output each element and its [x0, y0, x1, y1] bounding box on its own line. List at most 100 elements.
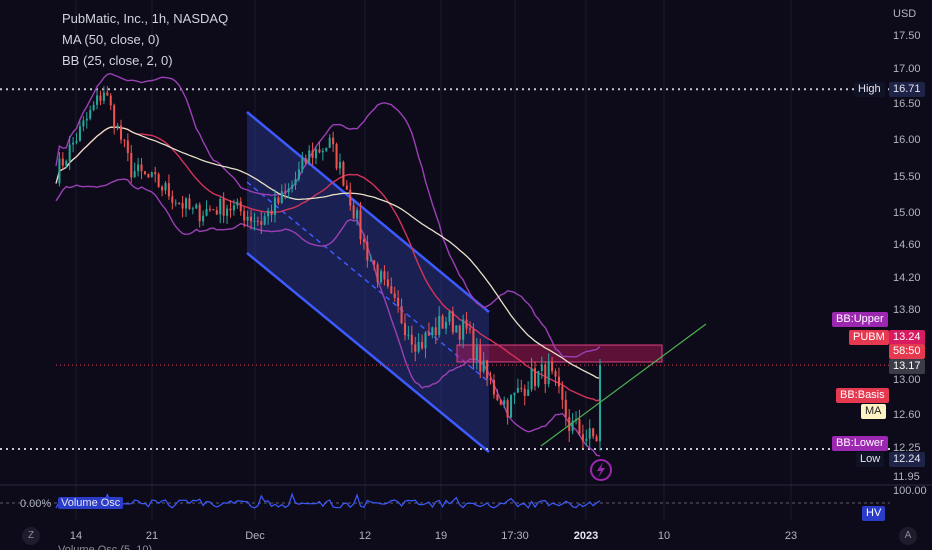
candle-body [332, 137, 335, 145]
candle-body [486, 360, 489, 379]
candle-body [595, 436, 598, 442]
candle-body [506, 400, 509, 418]
candle-body [380, 271, 383, 283]
candle-body [458, 325, 461, 340]
legend-title: PubMatic, Inc., 1h, NASDAQ [62, 11, 229, 26]
zoom-icon[interactable]: Z [22, 527, 40, 545]
candle-body [527, 389, 530, 396]
ma-line [55, 126, 601, 379]
candle-body [540, 364, 543, 372]
candle-body [588, 428, 591, 439]
candle-body [369, 260, 372, 262]
y-tick-label: 17.00 [893, 63, 921, 75]
candle-body [294, 179, 297, 186]
candle-body [403, 323, 407, 336]
candle-body [578, 419, 581, 435]
candle-body [174, 202, 177, 204]
candle-body [533, 368, 537, 387]
candle-body [386, 279, 389, 287]
candle-body [503, 400, 506, 405]
candle-body [61, 158, 64, 166]
y-tick-label: 15.00 [893, 207, 921, 219]
ma-label: MA [861, 404, 886, 419]
legend-ma[interactable]: MA (50, close, 0) [62, 32, 160, 47]
candle-body [414, 344, 417, 352]
x-tick-label: Dec [245, 530, 265, 542]
candle-body [222, 198, 225, 216]
candle-body [311, 150, 314, 159]
candle-body [342, 162, 345, 186]
candle-body [167, 183, 170, 197]
candle-body [373, 260, 376, 265]
candle-body [554, 371, 557, 377]
candle-body [328, 137, 331, 148]
bb-upper-line [55, 72, 601, 358]
y-tick-label: 12.25 [893, 442, 921, 454]
y-tick-label: 12.60 [893, 409, 921, 421]
candle-body [510, 395, 513, 418]
candle-body [102, 92, 105, 101]
candle-body [280, 191, 283, 204]
candle-body [229, 208, 232, 211]
candle-body [513, 392, 516, 396]
candle-body [424, 332, 427, 349]
candle-body [157, 174, 160, 187]
candle-body [530, 368, 533, 390]
candle-body [581, 434, 584, 441]
x-tick-label: 10 [657, 530, 671, 542]
oscillator-name-params: Volume Osc (5, 10) [58, 544, 153, 550]
oscillator-name[interactable]: Volume Osc [58, 497, 124, 509]
candle-body [544, 364, 547, 385]
candle-body [383, 271, 386, 280]
candle-body [356, 210, 359, 219]
candle-body [496, 394, 499, 400]
candle-body [85, 118, 88, 121]
lightning-icon [590, 459, 612, 481]
y-tick-label: 14.60 [893, 239, 921, 251]
y-axis-currency: USD [893, 8, 917, 20]
x-tick-label: 2023 [573, 530, 599, 542]
candle-body [154, 172, 157, 175]
candle-body [92, 104, 95, 110]
candle-body [263, 216, 266, 225]
x-tick-label: 19 [434, 530, 448, 542]
high-label: High [854, 82, 885, 97]
candle-body [445, 321, 448, 329]
candle-body [400, 306, 403, 324]
candle-body [106, 92, 109, 96]
candle-body [366, 242, 369, 261]
candle-body [516, 387, 519, 393]
candle-body [561, 386, 564, 400]
candle-body [475, 346, 478, 360]
candle-body [99, 95, 102, 101]
candle-body [393, 293, 396, 298]
candle-body [455, 325, 458, 333]
candle-body [277, 197, 280, 204]
candle-body [304, 158, 307, 164]
hv-badge: HV [862, 506, 886, 521]
bb-lower-line [55, 178, 601, 457]
low-label: Low [856, 452, 885, 467]
candle-body [246, 216, 249, 221]
candle-body [520, 387, 523, 389]
candle-body [270, 210, 273, 215]
candle-body [568, 417, 571, 432]
auto-scale-icon[interactable]: A [899, 527, 917, 545]
candle-body [147, 174, 150, 178]
candle-body [499, 399, 502, 405]
y-tick-label: 13.80 [893, 304, 921, 316]
resistance-zone [456, 344, 663, 363]
candle-body [58, 158, 61, 184]
candle-body [448, 311, 451, 322]
candle-body [438, 315, 441, 336]
candle-body [462, 319, 465, 340]
candle-body [202, 215, 205, 222]
candle-body [75, 140, 78, 143]
candle-body [82, 120, 85, 127]
legend-bb[interactable]: BB (25, close, 2, 0) [62, 53, 173, 68]
candle-body [465, 319, 468, 329]
candle-body [205, 208, 208, 216]
y-tick-label: 14.20 [893, 272, 921, 284]
candle-body [119, 125, 123, 140]
